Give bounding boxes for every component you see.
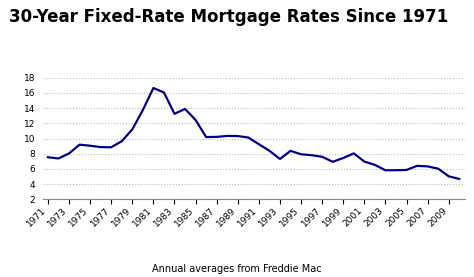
Text: Annual averages from Freddie Mac: Annual averages from Freddie Mac — [152, 264, 322, 274]
Text: 30-Year Fixed-Rate Mortgage Rates Since 1971: 30-Year Fixed-Rate Mortgage Rates Since … — [9, 8, 449, 26]
